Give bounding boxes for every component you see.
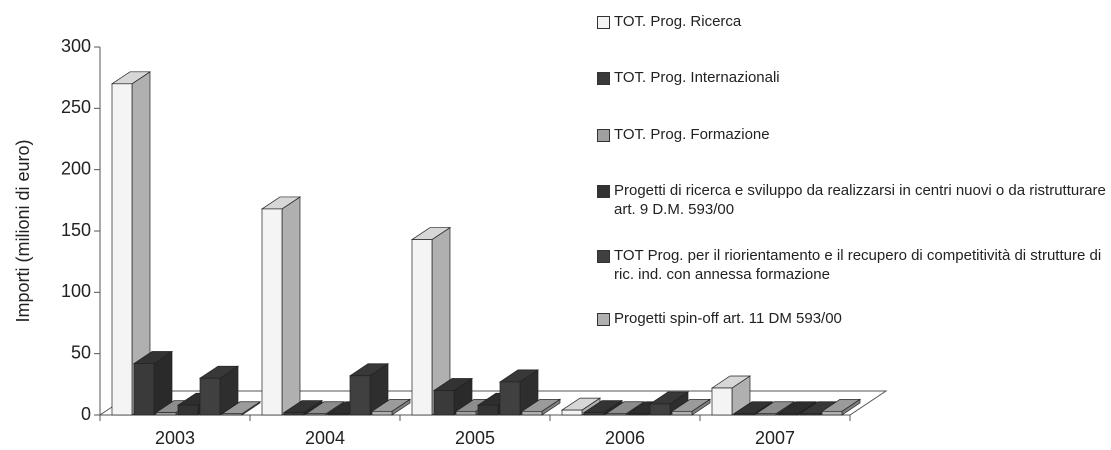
bar <box>777 413 799 416</box>
legend-item: Progetti spin-off art. 11 DM 593/00 <box>597 309 1107 328</box>
bar <box>733 413 755 416</box>
legend-swatch <box>597 72 610 85</box>
x-tick-label: 2003 <box>155 428 195 448</box>
bar <box>261 208 283 416</box>
bar <box>521 410 543 416</box>
legend-item: TOT. Prog. Internazionali <box>597 68 1107 87</box>
bar <box>821 410 843 416</box>
x-tick-label: 2006 <box>605 428 645 448</box>
legend-item: Progetti di ricerca e sviluppo da realiz… <box>597 181 1107 219</box>
legend-label: Progetti di ricerca e sviluppo da realiz… <box>614 182 1106 218</box>
y-tick-label: 0 <box>81 404 91 424</box>
legend: TOT. Prog. Ricerca TOT. Prog. Internazion… <box>597 0 1107 340</box>
legend-label: TOT. Prog. Internazionali <box>614 69 780 86</box>
bar <box>605 413 627 416</box>
bar <box>455 410 477 416</box>
legend-label: TOT Prog. per il riorientamento e il rec… <box>614 247 1102 283</box>
y-tick-label: 50 <box>71 342 91 362</box>
legend-label: Progetti spin-off art. 11 DM 593/00 <box>614 310 842 327</box>
legend-item: TOT Prog. per il riorientamento e il rec… <box>597 246 1107 284</box>
bar <box>411 239 433 416</box>
x-tick-label: 2004 <box>305 428 345 448</box>
legend-swatch <box>597 313 610 326</box>
bar <box>221 413 243 416</box>
legend-swatch <box>597 16 610 29</box>
x-tick-label: 2005 <box>455 428 495 448</box>
bar <box>561 409 583 416</box>
legend-swatch <box>597 185 610 198</box>
y-tick-label: 300 <box>61 36 91 56</box>
bar <box>477 404 499 416</box>
bar <box>711 387 733 416</box>
bar <box>583 412 605 416</box>
y-tick-label: 150 <box>61 220 91 240</box>
bar <box>755 413 777 416</box>
y-tick-label: 200 <box>61 158 91 178</box>
bar <box>499 381 521 416</box>
y-tick-label: 250 <box>61 97 91 117</box>
bar <box>111 83 133 416</box>
bar <box>371 410 393 416</box>
legend-label: TOT. Prog. Ricerca <box>614 13 742 30</box>
y-axis-label: Importi (milioni di euro) <box>13 139 33 322</box>
bar <box>433 390 455 416</box>
legend-item: TOT. Prog. Formazione <box>597 125 1107 144</box>
bar <box>199 377 221 416</box>
bar <box>799 413 821 416</box>
x-tick-label: 2007 <box>755 428 795 448</box>
bar-side <box>281 196 301 416</box>
bar <box>133 363 155 416</box>
y-tick-label: 100 <box>61 281 91 301</box>
bar <box>155 412 177 416</box>
legend-item: TOT. Prog. Ricerca <box>597 12 1107 31</box>
legend-swatch <box>597 129 610 142</box>
legend-label: TOT. Prog. Formazione <box>614 126 770 143</box>
bar <box>305 413 327 416</box>
bar <box>177 404 199 416</box>
bar <box>349 375 371 416</box>
bar <box>649 403 671 416</box>
legend-swatch <box>597 250 610 263</box>
bar <box>327 413 349 416</box>
bar <box>671 410 693 416</box>
bar <box>627 413 649 416</box>
bar <box>283 412 305 416</box>
